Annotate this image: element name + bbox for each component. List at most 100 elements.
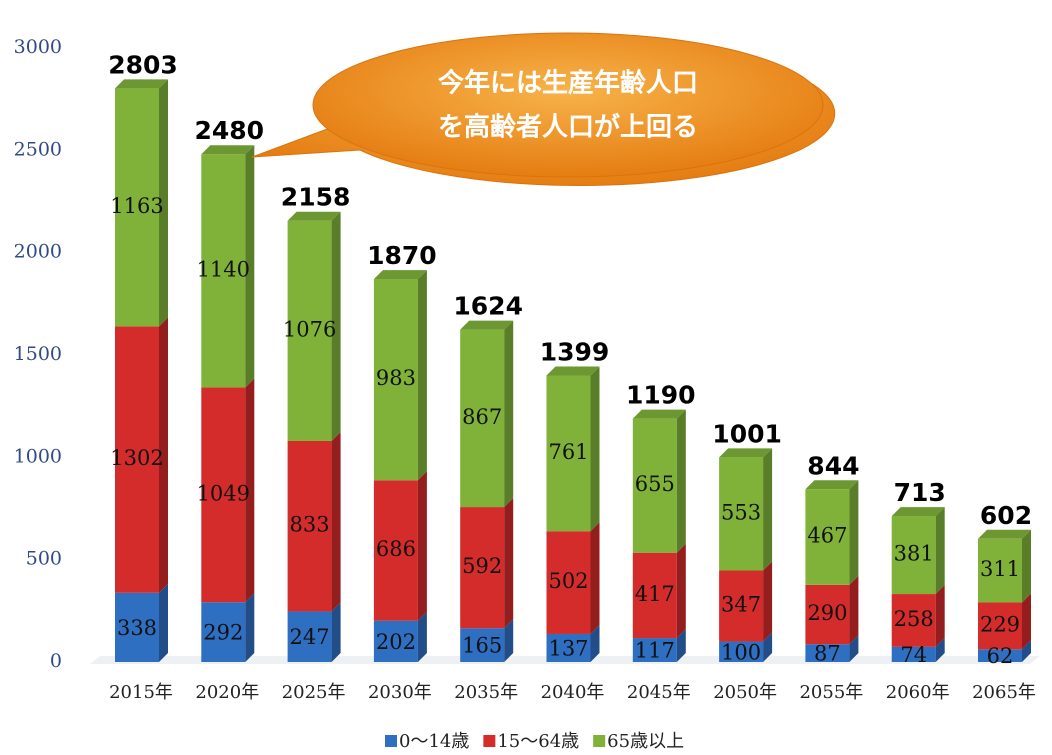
bar-segment <box>805 644 850 662</box>
bar-side <box>849 635 859 662</box>
bar-segment <box>805 584 850 645</box>
bar-segment <box>978 602 1022 650</box>
value-label: 417 <box>635 582 675 606</box>
x-tick-label: 2060年 <box>886 682 950 703</box>
bar-side <box>245 145 255 388</box>
value-label: 87 <box>814 642 841 666</box>
value-label: 247 <box>290 625 330 649</box>
bar-side <box>763 448 773 571</box>
x-tick-label: 2025年 <box>282 682 346 703</box>
bar-segment <box>632 638 677 662</box>
bar-segment <box>115 326 159 593</box>
value-label: 592 <box>462 554 502 578</box>
bar-segment <box>891 516 936 595</box>
y-tick-label: 1500 <box>14 343 62 365</box>
bar-top <box>978 529 1031 539</box>
value-label: 761 <box>548 440 588 464</box>
bar-segment <box>719 457 764 571</box>
bar-top <box>719 448 773 458</box>
value-label: 553 <box>721 500 761 524</box>
value-label: 1302 <box>110 446 163 470</box>
y-tick-label: 0 <box>50 650 62 672</box>
total-label: 844 <box>807 451 859 480</box>
value-label: 338 <box>117 616 157 640</box>
bar-side <box>504 498 514 629</box>
bar-segment <box>805 489 850 585</box>
bar-side <box>417 471 427 621</box>
value-label: 1140 <box>197 257 250 281</box>
value-label: 686 <box>376 537 416 561</box>
legend-swatch <box>483 735 496 747</box>
value-label: 1049 <box>197 481 250 505</box>
bar-segment <box>460 507 505 629</box>
x-tick-label: 2035年 <box>454 682 518 703</box>
value-label: 165 <box>462 634 502 658</box>
value-label: 502 <box>548 569 588 593</box>
x-tick-label: 2040年 <box>541 682 605 703</box>
bar-side <box>1022 529 1031 603</box>
value-label: 292 <box>203 621 243 645</box>
bar-segment <box>632 552 677 639</box>
bar-side <box>590 522 600 634</box>
value-label: 311 <box>980 557 1020 581</box>
bar-segment <box>719 570 764 642</box>
value-label: 229 <box>980 612 1020 636</box>
bar-segment <box>373 620 418 662</box>
value-label: 1163 <box>110 194 163 218</box>
bar-segment <box>287 611 332 662</box>
bar-segment <box>546 531 591 634</box>
value-label: 202 <box>376 630 416 654</box>
callout-bubble <box>312 32 824 178</box>
bar-segment <box>460 329 505 508</box>
total-label: 2158 <box>281 183 351 212</box>
value-label: 983 <box>376 366 416 390</box>
bar-segment <box>460 628 505 662</box>
bar-side <box>417 270 427 481</box>
x-tick-label: 2045年 <box>627 682 691 703</box>
bar-segment <box>373 480 418 621</box>
total-label: 1001 <box>712 419 782 448</box>
total-label: 602 <box>980 501 1032 530</box>
bar-segment <box>546 633 591 662</box>
legend-label: 65歳以上 <box>607 731 684 752</box>
bar-segment <box>719 641 764 662</box>
total-label: 1870 <box>367 241 437 270</box>
legend-label: 0〜14歳 <box>399 731 469 752</box>
bar-side <box>331 602 341 662</box>
bar-side <box>935 585 945 647</box>
total-label: 1399 <box>540 337 610 366</box>
total-label: 2480 <box>195 116 265 145</box>
bar-segment <box>546 375 591 532</box>
bar-side <box>245 378 255 603</box>
bar-side <box>331 431 341 612</box>
bar-segment <box>373 279 418 481</box>
bar-side <box>159 79 168 327</box>
bar-side <box>590 366 600 532</box>
legend-swatch <box>593 735 606 747</box>
bar-segment <box>978 538 1022 603</box>
bar-side <box>1022 640 1031 662</box>
bar-segment <box>632 418 677 553</box>
bar-segment <box>201 387 246 603</box>
bar-segment <box>287 440 332 612</box>
value-label: 258 <box>894 607 934 631</box>
value-label: 137 <box>548 636 588 660</box>
bar-side <box>417 611 427 662</box>
bar-segment <box>201 602 246 662</box>
value-label: 347 <box>721 593 761 617</box>
value-label: 381 <box>894 542 934 566</box>
y-tick-label: 3000 <box>14 36 62 58</box>
value-label: 833 <box>290 513 330 537</box>
value-label: 100 <box>721 640 761 664</box>
bar-side <box>504 619 514 662</box>
bar-top <box>460 320 514 330</box>
bar-top <box>287 211 341 221</box>
total-label: 1190 <box>626 381 696 410</box>
bar-side <box>676 409 686 553</box>
bar-side <box>159 583 168 662</box>
x-tick-label: 2065年 <box>972 682 1036 703</box>
bar-top <box>546 366 600 376</box>
x-tick-label: 2055年 <box>799 682 863 703</box>
bar-top <box>805 480 859 490</box>
bar-segment <box>891 646 936 662</box>
